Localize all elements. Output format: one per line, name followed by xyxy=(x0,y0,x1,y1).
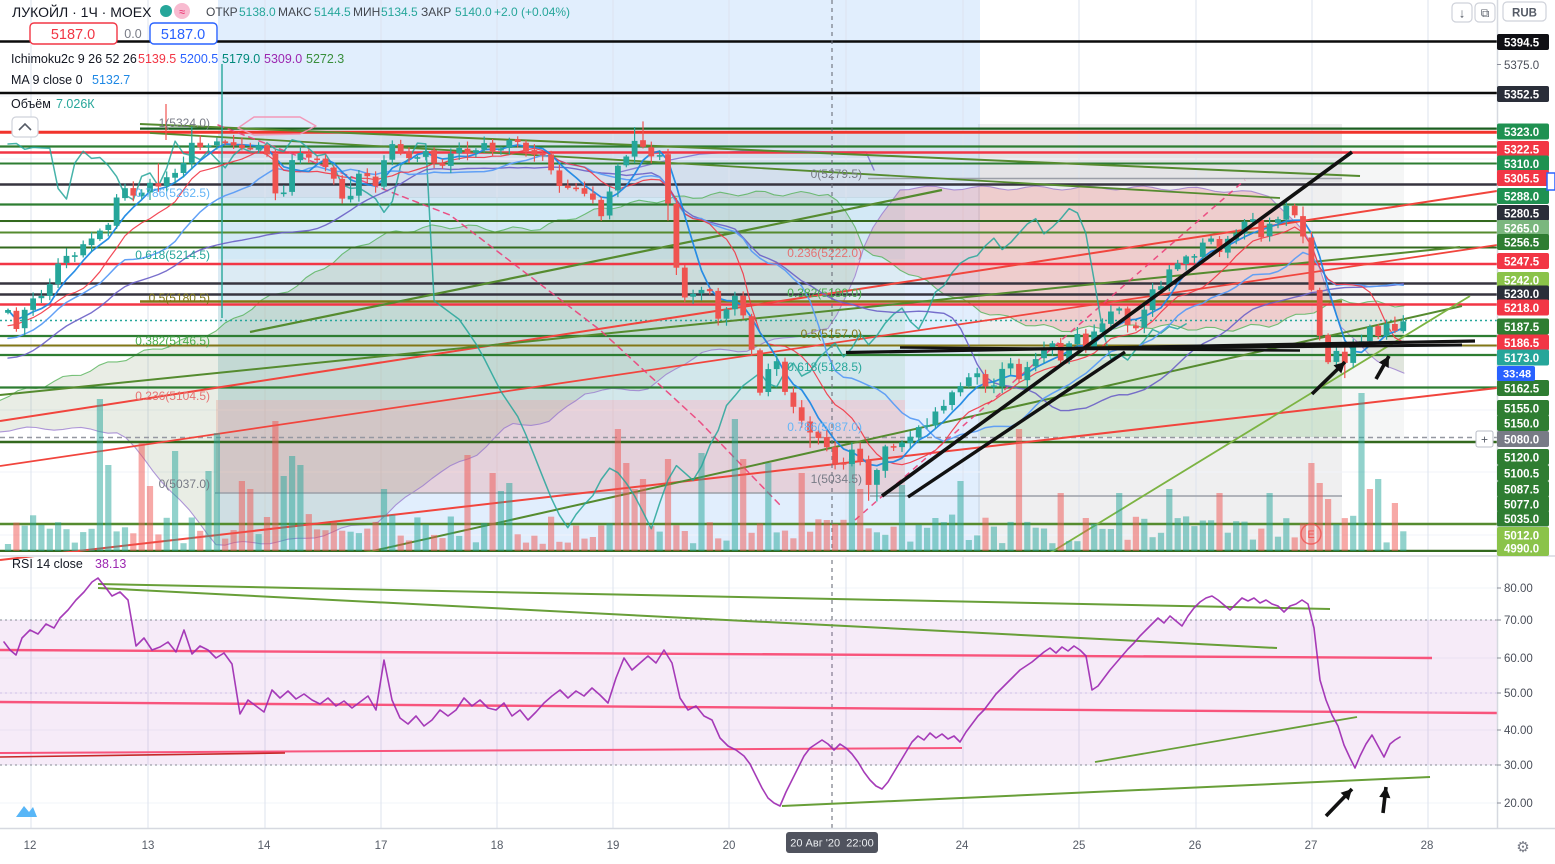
svg-text:5162.5: 5162.5 xyxy=(1504,384,1540,396)
svg-text:0.236(5104.5): 0.236(5104.5) xyxy=(135,389,210,403)
svg-text:5352.5: 5352.5 xyxy=(1504,90,1540,102)
svg-text:5035.0: 5035.0 xyxy=(1504,514,1539,526)
svg-text:0.382(5180.0): 0.382(5180.0) xyxy=(787,286,862,300)
svg-text:5139.5: 5139.5 xyxy=(138,52,176,66)
svg-text:0.5(5157.0): 0.5(5157.0) xyxy=(801,327,862,341)
svg-text:28: 28 xyxy=(1421,840,1434,852)
svg-text:12: 12 xyxy=(24,840,37,852)
svg-text:5155.0: 5155.0 xyxy=(1504,404,1539,416)
svg-text:70.00: 70.00 xyxy=(1504,615,1533,627)
svg-text:0.382(5146.5): 0.382(5146.5) xyxy=(135,334,210,348)
svg-text:5247.5: 5247.5 xyxy=(1504,257,1540,269)
svg-text:5150.0: 5150.0 xyxy=(1504,419,1539,431)
svg-text:5256.5: 5256.5 xyxy=(1504,238,1540,250)
svg-text:5288.0: 5288.0 xyxy=(1504,192,1539,204)
svg-text:5144.5: 5144.5 xyxy=(314,5,351,19)
svg-text:50.00: 50.00 xyxy=(1504,688,1533,700)
svg-text:⧉: ⧉ xyxy=(1481,6,1490,20)
svg-text:Объём: Объём xyxy=(11,97,51,111)
svg-text:5140.0: 5140.0 xyxy=(455,5,492,19)
svg-text:МИН: МИН xyxy=(353,5,380,19)
svg-text:5218.0: 5218.0 xyxy=(1504,303,1539,315)
svg-text:5138.0: 5138.0 xyxy=(239,5,276,19)
svg-text:5323.0: 5323.0 xyxy=(1504,127,1539,139)
svg-text:20.00: 20.00 xyxy=(1504,798,1533,810)
svg-text:0.786(5087.0): 0.786(5087.0) xyxy=(787,420,862,434)
svg-text:5375.0: 5375.0 xyxy=(1504,60,1539,72)
svg-text:5080.0: 5080.0 xyxy=(1504,435,1539,447)
svg-text:ЛУКОЙЛ · 1Ч · MOEX: ЛУКОЙЛ · 1Ч · MOEX xyxy=(12,3,152,20)
svg-text:ОТКР: ОТКР xyxy=(206,5,238,19)
svg-text:⚙: ⚙ xyxy=(1516,839,1529,856)
svg-text:5187.0: 5187.0 xyxy=(161,27,205,43)
svg-text:1(5034.5): 1(5034.5) xyxy=(811,472,862,486)
svg-text:5186.5: 5186.5 xyxy=(1504,338,1540,350)
svg-text:5134.5: 5134.5 xyxy=(381,5,418,19)
svg-text:5087.5: 5087.5 xyxy=(1504,485,1540,497)
svg-text:40.00: 40.00 xyxy=(1504,725,1533,737)
svg-text:+2.0 (+0.04%): +2.0 (+0.04%) xyxy=(494,5,570,19)
svg-text:0.618(5128.5): 0.618(5128.5) xyxy=(787,360,862,374)
svg-text:RUB: RUB xyxy=(1512,8,1537,20)
svg-text:5100.5: 5100.5 xyxy=(1504,469,1540,481)
svg-text:5077.0: 5077.0 xyxy=(1504,500,1539,512)
svg-text:5179.0: 5179.0 xyxy=(222,52,260,66)
svg-text:5322.5: 5322.5 xyxy=(1504,145,1540,157)
svg-text:0.5(5180.5): 0.5(5180.5) xyxy=(149,291,210,305)
svg-text:0.618(5214.5): 0.618(5214.5) xyxy=(135,248,210,262)
svg-text:5272.3: 5272.3 xyxy=(306,52,344,66)
svg-text:13: 13 xyxy=(142,840,155,852)
svg-text:5230.0: 5230.0 xyxy=(1504,289,1539,301)
svg-text:5120.0: 5120.0 xyxy=(1504,453,1539,465)
svg-text:7.026К: 7.026К xyxy=(56,97,95,111)
svg-text:5305.5: 5305.5 xyxy=(1504,174,1540,186)
svg-text:5394.5: 5394.5 xyxy=(1504,38,1540,50)
svg-text:20: 20 xyxy=(723,840,736,852)
svg-text:80.00: 80.00 xyxy=(1504,583,1533,595)
svg-text:0.786(5262.5): 0.786(5262.5) xyxy=(135,186,210,200)
svg-text:5200.5: 5200.5 xyxy=(180,52,218,66)
svg-text:5132.7: 5132.7 xyxy=(92,73,130,87)
svg-text:MA 9 close 0: MA 9 close 0 xyxy=(11,73,83,87)
svg-text:1(5324.0): 1(5324.0) xyxy=(159,116,210,130)
svg-text:+: + xyxy=(1481,433,1488,447)
svg-text:26: 26 xyxy=(1189,840,1202,852)
svg-text:4990.0: 4990.0 xyxy=(1504,544,1539,556)
svg-text:5280.5: 5280.5 xyxy=(1504,209,1540,221)
svg-text:18: 18 xyxy=(491,840,504,852)
svg-text:5309.0: 5309.0 xyxy=(264,52,302,66)
svg-text:5265.0: 5265.0 xyxy=(1504,224,1539,236)
svg-text:5242.0: 5242.0 xyxy=(1504,276,1539,288)
svg-text:5187.5: 5187.5 xyxy=(1504,322,1540,334)
svg-text:↓: ↓ xyxy=(1459,6,1466,21)
svg-text:0(5279.5): 0(5279.5) xyxy=(811,167,862,181)
svg-text:20 Авг '20 22:00: 20 Авг '20 22:00 xyxy=(790,838,874,850)
svg-text:5012.0: 5012.0 xyxy=(1504,531,1539,543)
svg-text:≈: ≈ xyxy=(179,7,185,19)
svg-text:5310.0: 5310.0 xyxy=(1504,159,1539,171)
svg-text:0(5037.0): 0(5037.0) xyxy=(159,477,210,491)
svg-text:Ichimoku2c 9 26 52 26: Ichimoku2c 9 26 52 26 xyxy=(11,52,137,66)
svg-text:25: 25 xyxy=(1073,840,1086,852)
svg-text:17: 17 xyxy=(375,840,388,852)
svg-text:ЗАКР: ЗАКР xyxy=(421,5,451,19)
svg-text:27: 27 xyxy=(1305,840,1318,852)
svg-text:0.0: 0.0 xyxy=(124,27,141,41)
svg-text:60.00: 60.00 xyxy=(1504,653,1533,665)
svg-text:19: 19 xyxy=(607,840,620,852)
svg-text:38.13: 38.13 xyxy=(95,557,126,571)
svg-text:5187.0: 5187.0 xyxy=(51,27,95,43)
svg-text:МАКС: МАКС xyxy=(278,5,312,19)
svg-text:0.236(5222.0): 0.236(5222.0) xyxy=(787,246,862,260)
svg-text:24: 24 xyxy=(956,840,969,852)
svg-text:Е: Е xyxy=(1307,529,1314,541)
svg-text:RSI 14 close: RSI 14 close xyxy=(12,557,83,571)
svg-text:33:48: 33:48 xyxy=(1503,369,1531,381)
svg-text:30.00: 30.00 xyxy=(1504,760,1533,772)
svg-text:14: 14 xyxy=(258,840,271,852)
svg-text:5173.0: 5173.0 xyxy=(1504,353,1539,365)
